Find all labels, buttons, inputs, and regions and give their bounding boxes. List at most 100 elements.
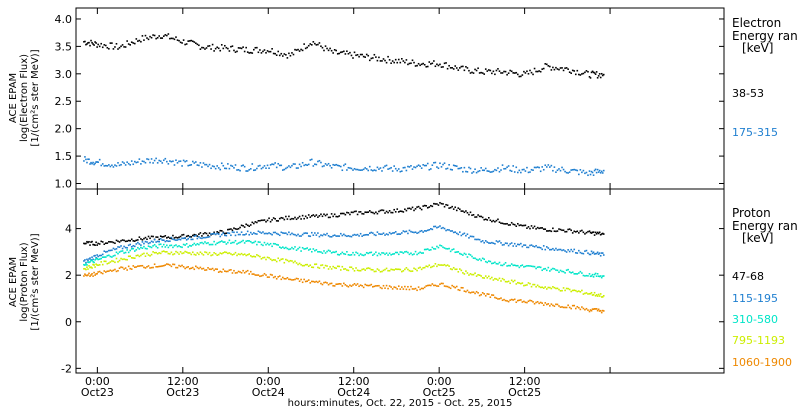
proton-data-point — [155, 241, 157, 243]
proton-data-point — [83, 242, 85, 245]
proton-data-point — [565, 287, 568, 290]
proton-data-point — [117, 261, 119, 263]
proton-data-point — [175, 239, 177, 242]
proton-data-point — [437, 226, 440, 228]
proton-data-point — [533, 302, 536, 305]
proton-data-point — [466, 233, 469, 236]
proton-data-point — [118, 259, 121, 262]
proton-data-point — [289, 233, 292, 236]
electron-data-point — [288, 52, 290, 55]
proton-data-point — [344, 253, 347, 256]
proton-data-point — [306, 263, 309, 266]
proton-data-point — [385, 284, 388, 287]
x-tick-time-label: 12:00 — [167, 375, 199, 388]
proton-data-point — [480, 240, 482, 243]
proton-data-point — [550, 287, 553, 290]
electron-data-point — [368, 165, 371, 168]
proton-data-point — [423, 266, 426, 269]
proton-data-point — [555, 287, 557, 290]
proton-data-point — [594, 295, 597, 297]
proton-data-point — [561, 270, 563, 273]
proton-data-point — [256, 243, 258, 246]
electron-data-point — [207, 45, 209, 47]
proton-data-point — [592, 231, 595, 233]
electron-data-point — [275, 166, 278, 169]
proton-data-point — [536, 284, 539, 287]
electron-data-point — [338, 165, 341, 167]
proton-data-point — [294, 278, 296, 281]
proton-data-point — [109, 255, 112, 258]
electron-data-point — [550, 164, 553, 167]
proton-data-point — [181, 252, 183, 255]
proton-data-point — [321, 252, 324, 254]
electron-data-point — [538, 70, 540, 72]
electron-data-point — [523, 168, 525, 171]
proton-data-point — [253, 255, 255, 258]
proton-data-point — [376, 254, 379, 257]
proton-data-point — [230, 253, 232, 255]
proton-data-point — [96, 254, 98, 256]
proton-data-point — [97, 271, 99, 273]
electron-data-point — [538, 166, 540, 169]
proton-data-point — [146, 266, 148, 268]
proton-data-point — [100, 240, 103, 243]
proton-data-point — [414, 287, 417, 290]
proton-data-point — [251, 233, 254, 235]
proton-data-point — [529, 244, 531, 247]
proton-data-point — [492, 294, 495, 296]
proton-data-point — [559, 306, 562, 308]
proton-data-point — [167, 240, 170, 243]
proton-data-point — [94, 244, 96, 246]
proton-data-point — [315, 263, 318, 265]
electron-data-point — [199, 48, 202, 50]
proton-data-point — [362, 286, 365, 289]
proton-legend-item-795-1193: 795-1193 — [732, 334, 785, 347]
proton-data-point — [333, 234, 336, 236]
proton-data-point — [262, 256, 264, 259]
proton-data-point — [368, 284, 371, 287]
electron-data-point — [120, 45, 122, 48]
proton-data-point — [475, 238, 478, 241]
proton-data-point — [144, 247, 147, 250]
proton-data-point — [545, 230, 548, 232]
proton-data-point — [286, 277, 289, 279]
proton-data-point — [593, 308, 596, 310]
electron-data-point — [471, 172, 473, 174]
proton-data-point — [118, 241, 121, 243]
proton-data-point — [103, 270, 106, 272]
electron-data-point — [137, 40, 139, 42]
proton-data-point — [556, 303, 559, 306]
proton-data-point — [85, 261, 87, 264]
proton-series-47-68 — [83, 201, 605, 246]
proton-data-point — [428, 264, 431, 267]
proton-data-point — [173, 238, 176, 241]
proton-data-point — [162, 235, 165, 238]
proton-data-point — [475, 275, 478, 277]
proton-data-point — [333, 266, 336, 269]
proton-data-point — [463, 290, 466, 292]
electron-data-point — [106, 165, 109, 167]
proton-data-point — [164, 251, 167, 253]
electron-data-point — [445, 168, 447, 170]
proton-data-point — [193, 233, 196, 236]
proton-data-point — [361, 235, 363, 237]
proton-data-point — [315, 249, 318, 251]
electron-data-point — [558, 68, 560, 71]
proton-data-point — [425, 265, 428, 268]
electron-data-point — [495, 169, 498, 172]
electron-data-point — [213, 165, 215, 168]
proton-data-point — [561, 289, 563, 292]
proton-data-point — [440, 282, 443, 285]
proton-data-point — [402, 288, 405, 290]
proton-data-point — [214, 243, 217, 246]
proton-data-point — [129, 239, 132, 242]
electron-data-point — [155, 37, 157, 40]
proton-data-point — [413, 253, 415, 255]
proton-data-point — [430, 266, 432, 269]
proton-data-point — [562, 287, 565, 289]
proton-data-point — [147, 235, 150, 238]
proton-data-point — [158, 240, 160, 243]
electron-data-point — [555, 171, 557, 173]
proton-data-point — [220, 271, 223, 273]
proton-data-point — [188, 252, 191, 254]
